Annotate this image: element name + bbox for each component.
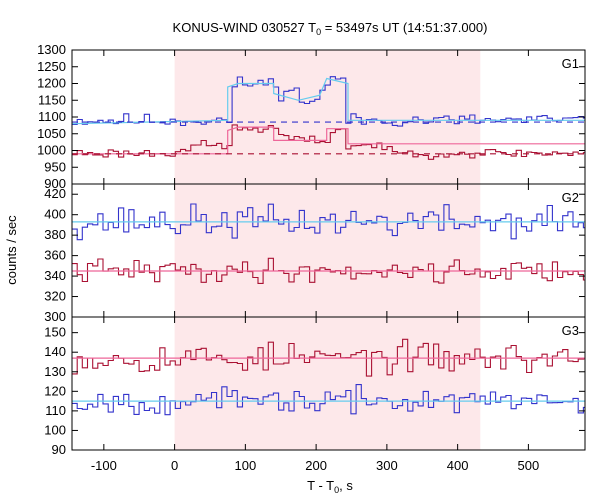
series-red-line xyxy=(72,338,585,377)
y-tick-label: 150 xyxy=(44,325,66,340)
chart-title: KONUS-WIND 030527 T0 = 53497s UT (14:51:… xyxy=(173,20,488,37)
y-tick-label: 400 xyxy=(44,207,66,222)
x-tick-label: 500 xyxy=(518,458,540,473)
y-tick-label: 140 xyxy=(44,344,66,359)
y-tick-label: 1100 xyxy=(38,109,66,124)
shaded-interval xyxy=(174,317,481,450)
x-axis-label: T - T0, s xyxy=(307,478,353,495)
y-tick-label: 320 xyxy=(44,289,66,304)
fit-cyan-line xyxy=(71,77,585,125)
x-tick-label: 200 xyxy=(305,458,327,473)
y-tick-label: 360 xyxy=(44,248,66,263)
y-tick-label: 420 xyxy=(44,186,66,201)
y-axis-label: counts / sec xyxy=(4,215,19,285)
series-blue-line xyxy=(72,384,585,416)
y-tick-label: 950 xyxy=(44,159,66,174)
x-tick-label: 0 xyxy=(171,458,178,473)
y-tick-label: 900 xyxy=(44,176,66,191)
y-tick-label: 1300 xyxy=(37,42,66,57)
panel-label: G2 xyxy=(562,190,579,205)
y-tick-label: 1200 xyxy=(37,76,66,91)
x-tick-label: 100 xyxy=(235,458,257,473)
x-tick-label: 300 xyxy=(376,458,398,473)
panel-frame xyxy=(71,316,586,451)
y-tick-label: 100 xyxy=(44,422,66,437)
panel-g3: 90 100 110 120 130 140 150 G3 xyxy=(44,316,586,457)
y-tick-label: 90 xyxy=(52,442,66,457)
y-tick-label: 1050 xyxy=(37,126,66,141)
series-blue-line xyxy=(72,203,585,241)
y-tick-label: 130 xyxy=(44,364,66,379)
x-tick-label: -100 xyxy=(91,458,117,473)
panel-label: G1 xyxy=(562,56,579,71)
y-tick-label: 120 xyxy=(44,383,66,398)
panel-g2: 300 320 340 360 380 400 420 G2 xyxy=(44,183,586,324)
panel-label: G3 xyxy=(562,323,579,338)
shaded-interval xyxy=(174,50,481,184)
y-tick-label: 1150 xyxy=(38,92,66,107)
x-tick-label: 400 xyxy=(447,458,469,473)
fit-pink-line xyxy=(72,126,585,155)
y-tick-label: 340 xyxy=(44,268,66,283)
y-tick-label: 110 xyxy=(45,403,66,418)
y-tick-label: 1000 xyxy=(37,143,66,158)
y-tick-label: 380 xyxy=(44,227,66,242)
y-tick-label: 1250 xyxy=(37,59,66,74)
panels: 9009501000105011001150120012501300G13003… xyxy=(37,42,586,473)
shaded-interval xyxy=(174,184,481,317)
y-tick-label: 300 xyxy=(44,309,66,324)
